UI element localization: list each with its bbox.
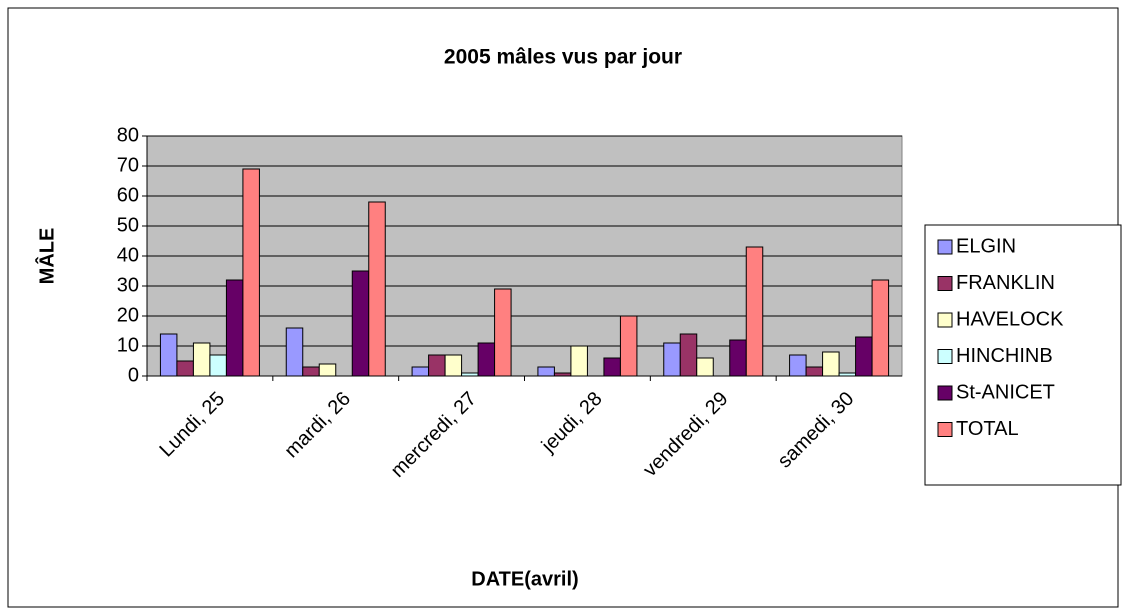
y-tick-label: 10	[117, 334, 139, 356]
bar	[192, 342, 211, 377]
bar	[537, 366, 555, 377]
legend-label: HAVELOCK	[956, 308, 1064, 330]
bar	[444, 354, 463, 377]
y-tick-label: 70	[117, 154, 139, 176]
bar	[428, 354, 446, 377]
bar	[461, 372, 479, 377]
legend-label: HINCHINB	[956, 345, 1053, 367]
bar	[411, 366, 430, 377]
legend-label: ELGIN	[956, 235, 1016, 257]
bar	[494, 288, 512, 377]
bar	[477, 342, 496, 377]
bar	[570, 345, 588, 377]
y-tick-label: 80	[117, 124, 139, 146]
y-tick-label: 30	[117, 274, 139, 296]
bar	[242, 168, 260, 377]
bar	[225, 279, 244, 377]
y-tick-label: 60	[117, 184, 139, 206]
bar	[318, 363, 337, 377]
legend-label: St-ANICET	[956, 381, 1055, 403]
bar	[805, 366, 824, 377]
chart-title: 2005 mâles vus par jour	[444, 46, 682, 69]
bar	[855, 336, 873, 377]
bar	[838, 372, 857, 377]
bar	[789, 354, 807, 377]
legend-swatch	[937, 385, 953, 401]
bar	[209, 354, 227, 377]
x-axis-title: DATE(avril)	[471, 568, 578, 590]
bar	[553, 372, 572, 377]
bar	[176, 360, 194, 377]
legend-swatch	[937, 276, 953, 291]
bar	[368, 201, 386, 377]
y-tick-label: 20	[117, 304, 139, 326]
legend-label: TOTAL	[956, 418, 1019, 440]
bar	[159, 333, 178, 377]
bar	[871, 279, 890, 377]
bar	[302, 366, 320, 377]
legend-swatch	[937, 239, 953, 255]
legend-swatch	[937, 312, 953, 328]
legend	[924, 224, 1122, 486]
bar	[663, 342, 681, 377]
bar	[285, 327, 304, 377]
bar	[603, 357, 621, 377]
bar	[351, 270, 370, 377]
bar	[729, 339, 747, 377]
bar	[822, 351, 840, 377]
bar	[696, 357, 714, 377]
bar	[679, 333, 698, 377]
legend-swatch	[937, 349, 953, 364]
bar	[619, 315, 638, 377]
y-tick-label: 40	[117, 244, 139, 266]
legend-label: FRANKLIN	[956, 272, 1055, 294]
bar	[745, 246, 764, 377]
legend-swatch	[937, 422, 953, 437]
y-tick-label: 50	[117, 214, 139, 236]
y-axis-title: MÂLE	[34, 228, 58, 285]
y-tick-label: 0	[128, 364, 139, 386]
